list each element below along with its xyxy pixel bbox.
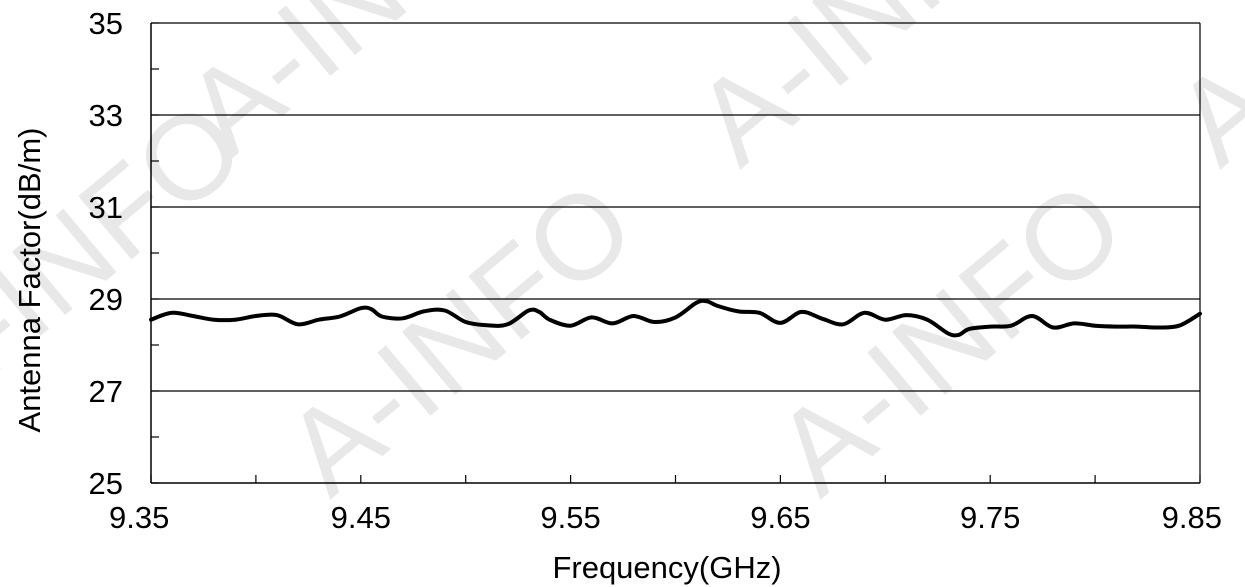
antenna-factor-series-line — [149, 298, 1202, 338]
y-tick-label-25: 25 — [89, 466, 123, 501]
watermark-text: A-INFO — [1151, 0, 1245, 190]
y-tick-label-35: 35 — [89, 6, 123, 41]
axes — [150, 22, 1201, 484]
x-tick-label-9.45: 9.45 — [331, 500, 391, 535]
y-tick-label-31: 31 — [89, 190, 123, 225]
watermark-layer: A-INFO A-INFO A-INFO A-INFO A-INFO A-INF… — [0, 0, 1245, 520]
y-tick-label-33: 33 — [89, 98, 123, 133]
x-tick-labels: 9.35 9.45 9.55 9.65 9.75 9.85 — [109, 500, 1222, 535]
y-axis-title: Antenna Factor(dB/m) — [12, 128, 47, 433]
watermark-text: A-INFO — [751, 156, 1149, 520]
x-axis-title: Frequency(GHz) — [552, 550, 781, 585]
x-tick-label-9.75: 9.75 — [960, 500, 1020, 535]
grid-lines — [151, 22, 1200, 392]
x-tick-label-9.85: 9.85 — [1162, 500, 1222, 535]
x-tick-label-9.55: 9.55 — [540, 500, 600, 535]
y-tick-labels: 25 27 29 31 33 35 — [89, 6, 123, 501]
y-tick-label-29: 29 — [89, 282, 123, 317]
watermark-text: A-INFO — [671, 0, 1069, 190]
x-tick-label-9.65: 9.65 — [750, 500, 810, 535]
watermark-text: A-INFO — [261, 156, 659, 520]
y-tick-label-27: 27 — [89, 374, 123, 409]
x-tick-label-9.35: 9.35 — [109, 500, 169, 535]
